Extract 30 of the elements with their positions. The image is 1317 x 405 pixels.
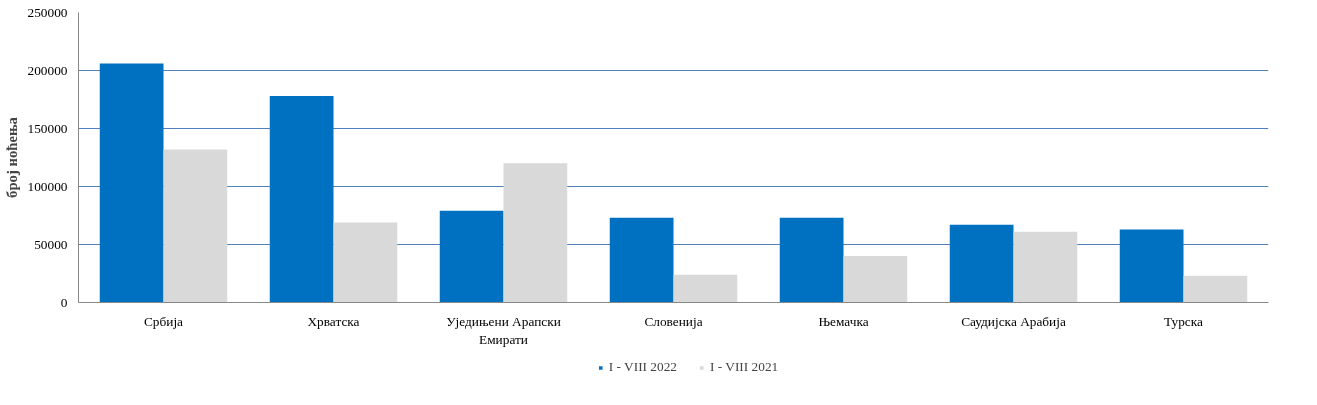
bar [99, 63, 164, 303]
bar [949, 224, 1014, 303]
bar [1119, 229, 1184, 303]
legend-label: I - VIII 2022 [608, 359, 677, 375]
y-axis-title: број ноћења [3, 116, 20, 198]
legend-label: I - VIII 2021 [710, 359, 779, 375]
y-tick-label: 100000 [27, 178, 68, 194]
x-tick-label: Хрватска [307, 313, 360, 329]
bar [609, 217, 674, 303]
y-tick-label: 0 [60, 294, 68, 310]
bar [269, 96, 334, 303]
x-tick-label: Словенија [644, 313, 703, 329]
x-tick-label: Уједињени Арапски Емирати [446, 313, 561, 347]
bar [163, 149, 228, 303]
x-tick-label: Турска [1164, 313, 1204, 329]
bar [1013, 231, 1078, 303]
x-tick-label: Њемачка [818, 313, 869, 329]
bar [673, 274, 738, 303]
y-tick-label: 150000 [27, 120, 68, 136]
bar [439, 210, 504, 303]
y-tick-label: 250000 [27, 4, 68, 20]
bar [843, 256, 908, 303]
y-tick-label: 200000 [27, 62, 68, 78]
x-tick-label: Саудијска Арабија [961, 313, 1066, 329]
y-tick-label: 50000 [34, 236, 68, 252]
bar [779, 217, 844, 303]
bar [1183, 275, 1248, 303]
bar [333, 222, 398, 303]
bar [503, 163, 568, 303]
x-tick-label: Србија [143, 313, 184, 329]
